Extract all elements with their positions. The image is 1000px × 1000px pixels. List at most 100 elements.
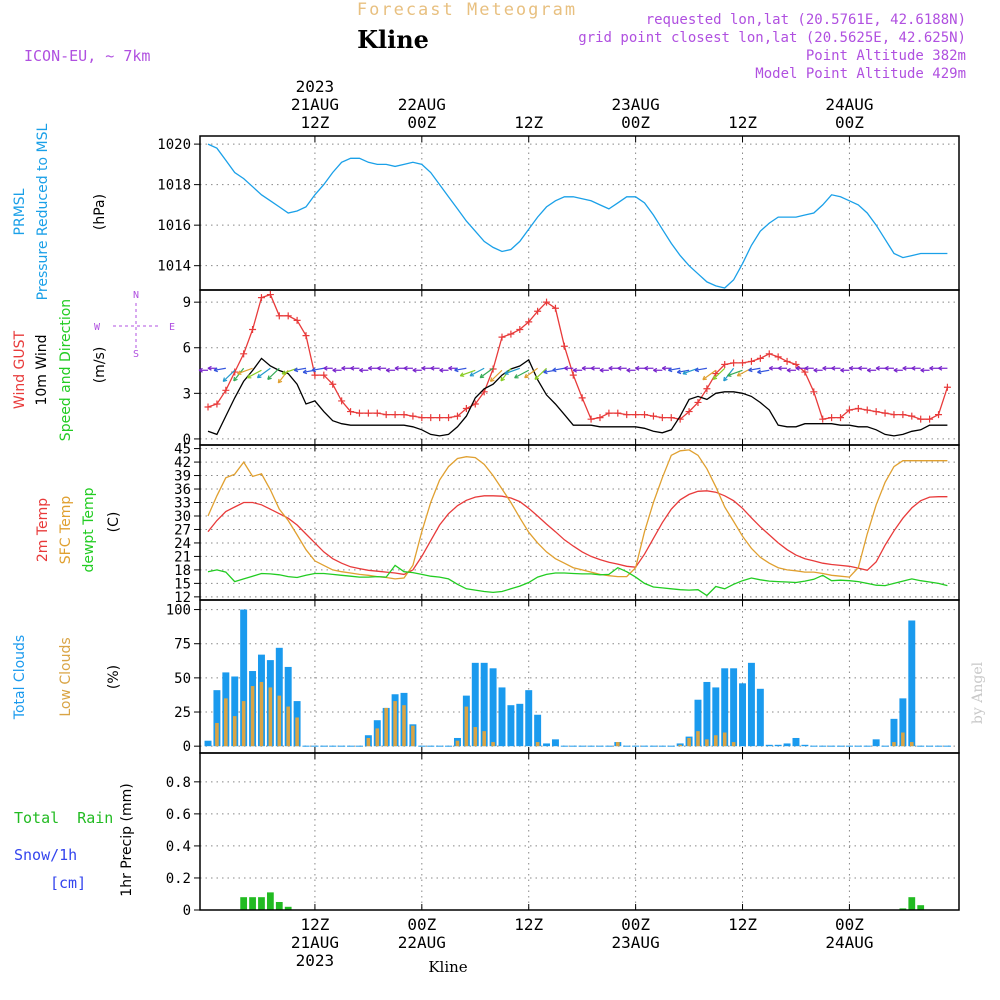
watermark: by Angel bbox=[970, 661, 986, 724]
wind-arrows bbox=[198, 365, 948, 384]
wind-arrow-head bbox=[884, 365, 889, 371]
gust-point bbox=[543, 298, 551, 306]
low-cloud-bar bbox=[464, 706, 469, 747]
wind-arrow-head bbox=[736, 372, 742, 377]
gust-point bbox=[721, 360, 729, 368]
gust-point bbox=[801, 368, 809, 376]
total-cloud-bar bbox=[801, 744, 809, 747]
gust-point bbox=[667, 414, 675, 422]
time-label-top: 21AUG bbox=[291, 95, 339, 114]
temp-label-dew: dewpt Temp bbox=[81, 487, 97, 572]
wind-arrow bbox=[727, 369, 743, 377]
gust-point bbox=[703, 385, 711, 393]
rain-bar bbox=[917, 905, 925, 910]
gust-point bbox=[213, 400, 221, 408]
wind-arrow-head bbox=[256, 373, 262, 379]
wind-arrow-head bbox=[822, 365, 827, 371]
total-cloud-bar bbox=[471, 662, 479, 747]
gust-point bbox=[641, 411, 649, 419]
time-label-bottom: 22AUG bbox=[398, 933, 446, 952]
gust-point bbox=[605, 409, 613, 417]
temp-label-sfc: SFC Temp bbox=[58, 496, 74, 565]
total-cloud-bar bbox=[774, 744, 782, 747]
gust-point bbox=[355, 409, 363, 417]
panel-frame bbox=[199, 599, 960, 754]
gust-point bbox=[854, 405, 862, 413]
series-line-0 bbox=[207, 293, 949, 420]
low-cloud-bar bbox=[491, 742, 495, 747]
time-label-top: 00Z bbox=[835, 113, 864, 132]
time-label-top: 24AUG bbox=[825, 95, 873, 114]
wind-arrow bbox=[222, 369, 236, 382]
y-tick-label: 36 bbox=[174, 482, 191, 498]
low-cloud-bar bbox=[901, 732, 905, 747]
rain-bar bbox=[284, 906, 292, 910]
wind-arrow bbox=[454, 367, 467, 371]
wind-arrow bbox=[490, 369, 503, 382]
gust-point bbox=[222, 386, 230, 394]
gust-point bbox=[578, 394, 586, 402]
wind-arrow bbox=[479, 367, 494, 379]
wind-arrow-head bbox=[246, 374, 252, 379]
gust-point bbox=[409, 412, 417, 420]
gust-point bbox=[498, 333, 506, 341]
gust-point bbox=[872, 408, 880, 416]
wind-arrow bbox=[534, 367, 547, 380]
gust-point bbox=[881, 409, 889, 417]
gust-point bbox=[302, 332, 310, 340]
gust-point bbox=[890, 411, 898, 419]
cloud-label-total: Total Clouds bbox=[12, 635, 28, 720]
wind-arrow-head bbox=[412, 367, 417, 373]
wind-compass: N S W E bbox=[94, 290, 175, 360]
gust-point bbox=[765, 350, 773, 358]
total-cloud-bar bbox=[899, 698, 907, 747]
y-tick-label: 75 bbox=[174, 637, 191, 653]
panel-3: 0 25 50 75 100 bbox=[166, 599, 960, 755]
wind-arrow-head bbox=[875, 365, 880, 371]
wind-arrow-head bbox=[198, 367, 203, 373]
low-cloud-bar bbox=[616, 742, 620, 747]
precip-label-rain: Total Rain bbox=[14, 809, 113, 827]
panel-4: 0 0.2 0.4 0.6 0.8 bbox=[166, 752, 960, 919]
wind-arrow-head bbox=[929, 365, 934, 371]
y-tick-label: 18 bbox=[174, 563, 191, 579]
time-label-bottom: 00Z bbox=[621, 915, 650, 934]
wind-arrow-head bbox=[676, 369, 682, 375]
low-cloud-bar bbox=[375, 728, 380, 747]
wind-arrow-head bbox=[439, 367, 444, 373]
wind-arrow-head bbox=[504, 370, 509, 375]
wind-arrow-head bbox=[543, 369, 548, 375]
wind-arrow-head bbox=[920, 367, 925, 373]
wind-arrow-head bbox=[694, 367, 700, 373]
low-cloud-bar bbox=[535, 742, 540, 747]
gust-point bbox=[391, 411, 399, 419]
temp-labels: 2m Temp SFC Temp dewpt Temp (C) bbox=[35, 487, 122, 572]
gust-point bbox=[507, 330, 515, 338]
total-cloud-bar bbox=[694, 699, 702, 747]
wind-arrow bbox=[294, 367, 307, 371]
gust-point bbox=[863, 406, 871, 414]
gust-point bbox=[730, 359, 738, 367]
wind-arrow-head bbox=[893, 367, 898, 373]
y-tick-label: 27 bbox=[174, 522, 191, 538]
wind-arrow-head bbox=[608, 365, 613, 371]
gust-point bbox=[400, 411, 408, 419]
gust-point bbox=[837, 414, 845, 422]
wind-arrow-head bbox=[323, 365, 328, 371]
total-cloud-bar bbox=[792, 737, 800, 747]
time-label-bottom: 12Z bbox=[300, 915, 329, 934]
wind-arrow-head bbox=[563, 365, 569, 371]
requested-coords: requested lon,lat (20.5761E, 42.6188N) bbox=[646, 12, 966, 28]
wind-arrow bbox=[514, 369, 530, 379]
wind-arrow bbox=[757, 369, 770, 373]
low-cloud-bar bbox=[384, 707, 388, 747]
low-cloud-bar bbox=[731, 742, 736, 747]
wind-arrow bbox=[281, 367, 298, 375]
gust-point bbox=[712, 370, 720, 378]
wind-arrow bbox=[524, 367, 538, 379]
pressure-label-desc: Pressure Reduced to MSL bbox=[35, 123, 51, 300]
rain-bar bbox=[240, 897, 248, 910]
low-cloud-bar bbox=[402, 705, 406, 747]
total-cloud-bar bbox=[231, 676, 239, 747]
wind-arrow bbox=[469, 367, 485, 377]
